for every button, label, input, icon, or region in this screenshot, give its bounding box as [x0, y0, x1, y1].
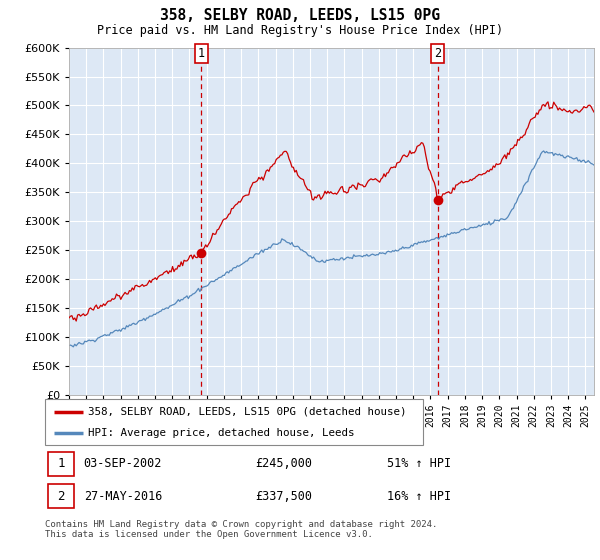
Text: 51% ↑ HPI: 51% ↑ HPI	[387, 458, 451, 470]
Text: 358, SELBY ROAD, LEEDS, LS15 0PG (detached house): 358, SELBY ROAD, LEEDS, LS15 0PG (detach…	[88, 407, 407, 417]
Text: £337,500: £337,500	[255, 489, 312, 502]
Text: 1: 1	[57, 458, 65, 470]
FancyBboxPatch shape	[48, 484, 74, 508]
Text: 358, SELBY ROAD, LEEDS, LS15 0PG: 358, SELBY ROAD, LEEDS, LS15 0PG	[160, 8, 440, 24]
FancyBboxPatch shape	[48, 451, 74, 476]
Text: HPI: Average price, detached house, Leeds: HPI: Average price, detached house, Leed…	[88, 428, 355, 438]
Text: 2: 2	[57, 489, 65, 502]
FancyBboxPatch shape	[45, 399, 423, 445]
Text: 2: 2	[434, 47, 441, 60]
Text: Contains HM Land Registry data © Crown copyright and database right 2024.
This d: Contains HM Land Registry data © Crown c…	[45, 520, 437, 539]
Text: £245,000: £245,000	[255, 458, 312, 470]
Text: 16% ↑ HPI: 16% ↑ HPI	[387, 489, 451, 502]
Text: 1: 1	[197, 47, 205, 60]
Text: Price paid vs. HM Land Registry's House Price Index (HPI): Price paid vs. HM Land Registry's House …	[97, 24, 503, 36]
Text: 03-SEP-2002: 03-SEP-2002	[83, 458, 162, 470]
Text: 27-MAY-2016: 27-MAY-2016	[83, 489, 162, 502]
